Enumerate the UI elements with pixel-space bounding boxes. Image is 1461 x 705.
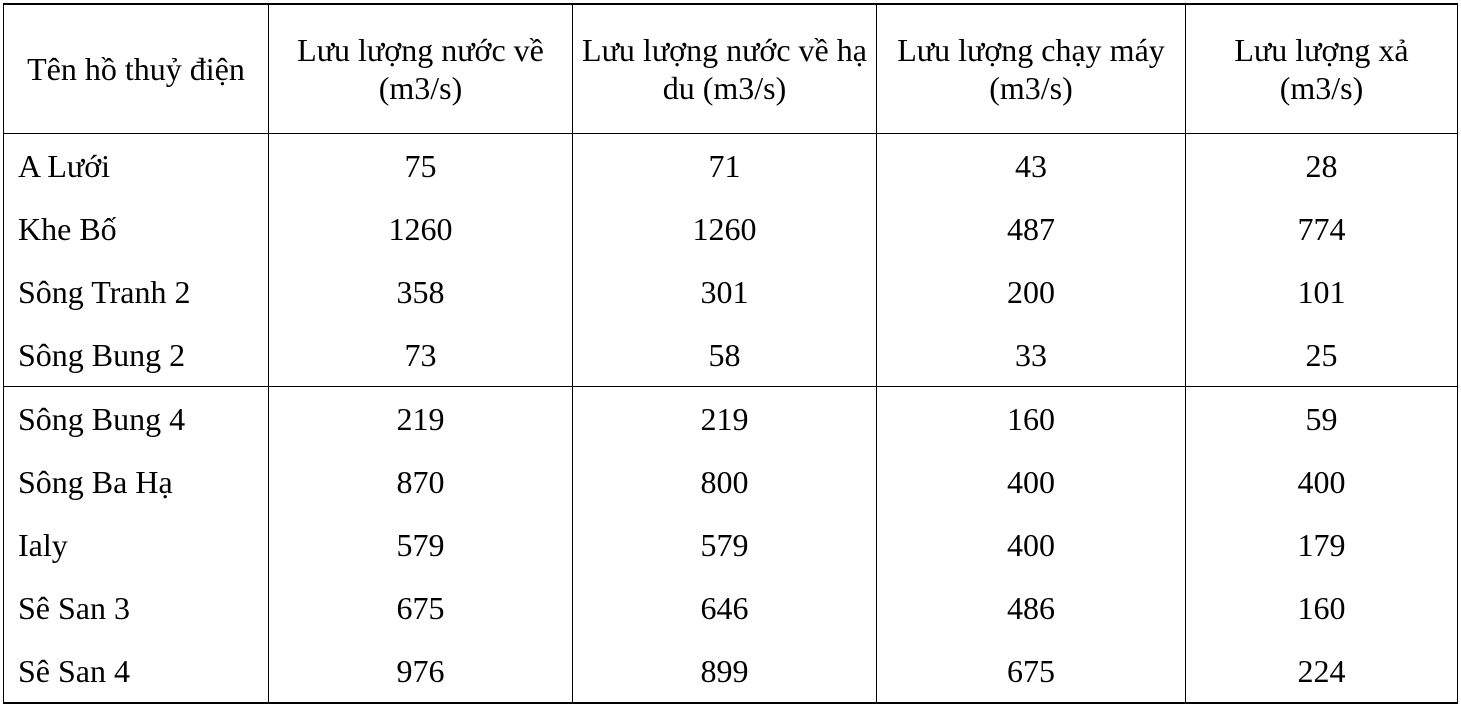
flow-value: 75 (268, 133, 573, 197)
flow-value: 486 (876, 576, 1186, 639)
flow-value: 579 (572, 513, 877, 576)
flow-value: 179 (1185, 513, 1458, 576)
header-row: Tên hồ thuỷ điện Lưu lượng nước về (m3/s)… (3, 3, 1458, 134)
flow-value: 301 (572, 260, 877, 323)
flow-value: 71 (572, 133, 877, 197)
flow-value: 899 (572, 639, 877, 704)
flow-value: 101 (1185, 260, 1458, 323)
table-row: Sê San 3 675 646 486 160 (3, 576, 1458, 639)
flow-value: 25 (1185, 323, 1458, 387)
flow-value: 59 (1185, 386, 1458, 450)
flow-value: 487 (876, 197, 1186, 260)
table-header: Tên hồ thuỷ điện Lưu lượng nước về (m3/s)… (3, 3, 1458, 134)
reservoir-name: Sông Ba Hạ (3, 450, 269, 513)
flow-value: 28 (1185, 133, 1458, 197)
table-row: Ialy 579 579 400 179 (3, 513, 1458, 576)
flow-value: 400 (1185, 450, 1458, 513)
flow-value: 358 (268, 260, 573, 323)
table-row: Sê San 4 976 899 675 224 (3, 639, 1458, 704)
flow-value: 774 (1185, 197, 1458, 260)
flow-value: 73 (268, 323, 573, 387)
reservoir-name: A Lưới (3, 133, 269, 197)
flow-value: 160 (1185, 576, 1458, 639)
flow-value: 58 (572, 323, 877, 387)
header-cell: Lưu lượng nước về hạ du (m3/s) (572, 3, 877, 134)
data-table: Tên hồ thuỷ điện Lưu lượng nước về (m3/s)… (3, 3, 1458, 704)
flow-value: 1260 (268, 197, 573, 260)
flow-value: 870 (268, 450, 573, 513)
table-row: Sông Bung 2 73 58 33 25 (3, 323, 1458, 387)
flow-value: 33 (876, 323, 1186, 387)
flow-value: 43 (876, 133, 1186, 197)
flow-value: 579 (268, 513, 573, 576)
flow-value: 219 (268, 386, 573, 450)
table-row: Khe Bố 1260 1260 487 774 (3, 197, 1458, 260)
flow-value: 400 (876, 513, 1186, 576)
reservoir-name: Khe Bố (3, 197, 269, 260)
flow-value: 1260 (572, 197, 877, 260)
flow-value: 646 (572, 576, 877, 639)
reservoir-name: Sông Bung 2 (3, 323, 269, 387)
header-cell: Lưu lượng nước về (m3/s) (268, 3, 573, 134)
header-cell: Tên hồ thuỷ điện (3, 3, 269, 134)
reservoir-name: Sê San 4 (3, 639, 269, 704)
flow-value: 800 (572, 450, 877, 513)
flow-value: 224 (1185, 639, 1458, 704)
reservoir-name: Sông Tranh 2 (3, 260, 269, 323)
header-cell: Lưu lượng chạy máy (m3/s) (876, 3, 1186, 134)
reservoir-name: Sê San 3 (3, 576, 269, 639)
table-row: Sông Ba Hạ 870 800 400 400 (3, 450, 1458, 513)
table-body: A Lưới 75 71 43 28 Khe Bố 1260 1260 487 774 Sông T… (3, 133, 1458, 704)
flow-value: 160 (876, 386, 1186, 450)
flow-value: 675 (876, 639, 1186, 704)
header-cell: Lưu lượng xả (m3/s) (1185, 3, 1458, 134)
flow-value: 219 (572, 386, 877, 450)
reservoir-name: Sông Bung 4 (3, 386, 269, 450)
table-row: A Lưới 75 71 43 28 (3, 133, 1458, 197)
table-row: Sông Tranh 2 358 301 200 101 (3, 260, 1458, 323)
flow-value: 200 (876, 260, 1186, 323)
flow-value: 976 (268, 639, 573, 704)
flow-value: 400 (876, 450, 1186, 513)
flow-value: 675 (268, 576, 573, 639)
reservoir-name: Ialy (3, 513, 269, 576)
table-row: Sông Bung 4 219 219 160 59 (3, 386, 1458, 450)
